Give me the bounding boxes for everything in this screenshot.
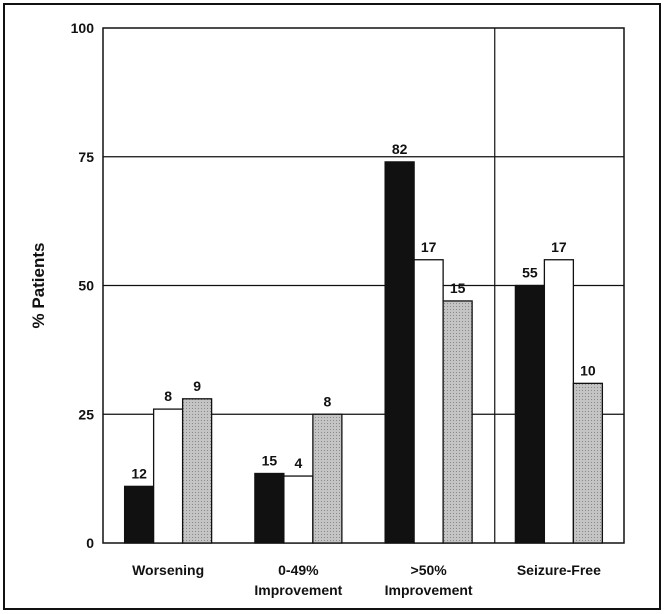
data-label: 15 (450, 280, 466, 296)
category-label: Seizure-Free (517, 562, 601, 578)
data-label: 17 (421, 239, 437, 255)
figure-border (3, 3, 661, 610)
data-label: 9 (193, 378, 201, 394)
category-label: 0-49% (278, 562, 319, 578)
bar (283, 475, 314, 544)
y-tick-label: 100 (71, 20, 95, 36)
data-label: 10 (580, 362, 596, 378)
data-label: 12 (131, 465, 147, 481)
bar (152, 408, 184, 544)
bar (543, 259, 575, 544)
y-tick-label: 25 (78, 406, 94, 422)
category-label: Worsening (132, 562, 204, 578)
category-label: >50% (411, 562, 448, 578)
bar (384, 161, 415, 544)
data-label: 15 (262, 452, 278, 468)
bar (442, 300, 473, 544)
bar (181, 398, 213, 544)
data-label: 82 (392, 141, 408, 157)
bar (312, 413, 343, 544)
bar (254, 472, 285, 544)
data-label: 4 (294, 455, 302, 471)
data-label: 55 (522, 265, 538, 281)
bar (514, 284, 546, 544)
y-axis-title: % Patients (29, 243, 48, 329)
bar (572, 382, 604, 544)
category-label: Improvement (254, 582, 342, 598)
y-tick-label: 0 (86, 535, 94, 551)
bar (123, 485, 155, 544)
data-label: 17 (551, 239, 567, 255)
bar (413, 259, 444, 544)
category-label: Improvement (385, 582, 473, 598)
y-tick-label: 50 (78, 278, 94, 294)
y-tick-label: 75 (78, 149, 94, 165)
data-label: 8 (164, 388, 172, 404)
data-label: 8 (323, 393, 331, 409)
